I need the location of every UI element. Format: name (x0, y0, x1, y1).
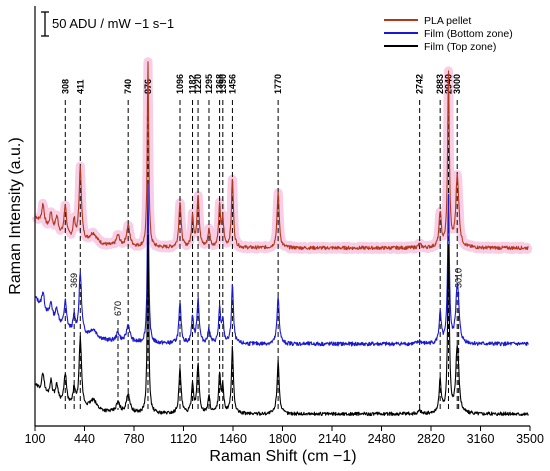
peak-label-1182: 1182 (188, 74, 198, 94)
x-tick-label-6: 2140 (318, 432, 346, 446)
peak-label-1456: 1456 (227, 74, 237, 94)
peak-label-1096: 1096 (175, 74, 185, 94)
legend-label-2: Film (Top zone) (424, 41, 496, 53)
peak-label-308: 308 (60, 79, 70, 94)
x-tick-label-7: 2480 (368, 432, 396, 446)
peak-label-1220: 1220 (193, 74, 203, 94)
spectra (35, 61, 529, 417)
peak-label-1368: 1368 (215, 74, 225, 94)
x-tick-label-10: 3500 (516, 432, 544, 446)
peak-label-411: 411 (75, 79, 85, 94)
peak-label-1295: 1295 (204, 74, 214, 94)
peak-label-3000: 3000 (452, 74, 462, 94)
x-tick-label-2: 780 (124, 432, 145, 446)
minor-peak-label-369: 369 (69, 273, 79, 288)
peak-label-1390: 1390 (218, 74, 228, 94)
x-axis-title: Raman Shift (cm −1) (209, 448, 356, 465)
minor-peak-label-670: 670 (113, 301, 123, 316)
series-film-bottom-zone- (35, 183, 529, 347)
x-ticks: 100 440 780 1120 1460 1800 2140 2480 2820 3160 350… (25, 426, 544, 446)
peak-label-1770: 1770 (273, 74, 283, 94)
x-tick-label-3: 1120 (170, 432, 197, 446)
x-tick-label-1: 440 (74, 432, 95, 446)
legend-label-1: Film (Bottom zone) (424, 28, 513, 40)
legend-label-0: PLA pellet (424, 15, 471, 27)
peak-label-740: 740 (123, 79, 133, 94)
peak-label-2883: 2883 (435, 74, 445, 94)
scale-bar: 50 ADU / mW −1 s−1 (41, 11, 174, 37)
peak-label-2742: 2742 (415, 74, 425, 94)
scale-bar-label: 50 ADU / mW −1 s−1 (52, 16, 174, 31)
x-tick-label-4: 1460 (219, 432, 247, 446)
x-tick-label-9: 3160 (467, 432, 495, 446)
y-axis-title: Raman Intensity (a.u.) (7, 137, 24, 294)
minor-peak-label-3010: 3010 (454, 268, 464, 288)
series-pla-pellet (35, 61, 529, 251)
x-tick-label-5: 1800 (269, 432, 297, 446)
x-tick-label-8: 2820 (417, 432, 445, 446)
series-film-top-zone- (35, 234, 529, 417)
x-tick-label-0: 100 (25, 432, 46, 446)
